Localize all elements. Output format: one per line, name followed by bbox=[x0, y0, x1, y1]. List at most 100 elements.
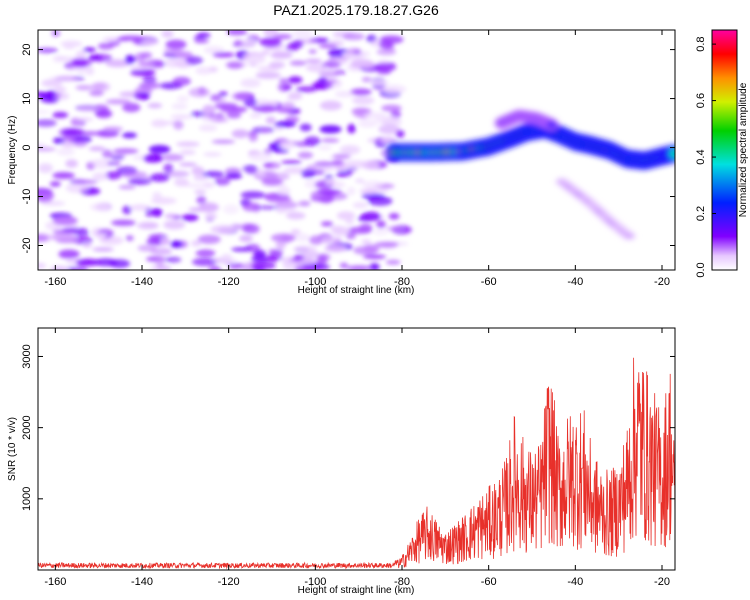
spectrogram-noise-blob bbox=[214, 177, 231, 186]
colorbar-tick-label: 0.6 bbox=[695, 93, 707, 108]
spectrogram-noise-blob bbox=[197, 32, 211, 39]
spectrogram-noise-blob bbox=[38, 109, 51, 114]
spectrogram-noise-blob bbox=[248, 152, 272, 162]
spectrogram-noise-blob bbox=[194, 189, 207, 195]
spectrogram-noise-blob bbox=[56, 238, 78, 244]
spectrogram-noise-blob bbox=[52, 216, 78, 226]
colorbar-tick-label: 0.2 bbox=[695, 206, 707, 221]
spectrogram-noise-blob bbox=[38, 47, 59, 54]
spectrogram-noise-blob bbox=[92, 172, 108, 181]
spectrogram-y-tick-label: -10 bbox=[21, 189, 33, 205]
spectrogram-noise-blob bbox=[82, 47, 96, 53]
spectrogram-noise-blob bbox=[65, 159, 78, 168]
spectrogram-y-label: Frequency (Hz) bbox=[7, 116, 18, 185]
spectrogram-noise-blob bbox=[374, 241, 399, 248]
spectrogram-noise-blob bbox=[226, 61, 243, 69]
spectrogram-noise-blob bbox=[197, 234, 221, 244]
colorbar-label: Normalized spectral amplitude bbox=[738, 82, 749, 217]
spectrogram-x-tick-label: -20 bbox=[654, 276, 670, 288]
spectrogram-noise-blob bbox=[50, 265, 69, 270]
spectrogram-noise-blob bbox=[345, 217, 355, 225]
spectrogram-noise-blob bbox=[321, 137, 340, 143]
spectrogram-noise-blob bbox=[352, 96, 375, 105]
spectrogram-noise-blob bbox=[265, 116, 276, 125]
spectrogram-noise-blob bbox=[268, 61, 286, 69]
snr-y-label: SNR (10 * v/v) bbox=[7, 417, 18, 481]
spectrogram-x-tick-label: -160 bbox=[44, 276, 66, 288]
spectrogram-noise-blob bbox=[304, 136, 321, 147]
snr-x-tick-label: -60 bbox=[481, 576, 497, 588]
spectrogram-noise-blob bbox=[267, 197, 293, 203]
spectrogram-noise-blob bbox=[136, 221, 159, 230]
spectrogram-noise-blob bbox=[288, 76, 303, 84]
spectrogram-noise-blob bbox=[361, 76, 372, 83]
colorbar-ticks: 0.0 0.2 0.4 0.6 0.8 bbox=[695, 36, 716, 278]
spectrogram-noise-blob bbox=[263, 30, 279, 37]
spectrogram-noise-blob bbox=[321, 61, 341, 69]
spectrogram-panel: -160 -140 -120 -100 -80 -60 -40 -20 -20-1001020… bbox=[7, 29, 676, 296]
spectrogram-noise-blob bbox=[148, 145, 171, 154]
spectrogram-noise-blob bbox=[275, 172, 290, 181]
spectrogram-noise-blob bbox=[281, 160, 302, 165]
spectrogram-y-axis: -20 -10 0 10 20 bbox=[21, 43, 675, 253]
spectrogram-noise-blob bbox=[295, 86, 318, 93]
spectrogram-noise-blob bbox=[259, 37, 282, 48]
spectrogram-noise-blob bbox=[242, 202, 258, 212]
spectrogram-noise-blob bbox=[61, 128, 85, 137]
spectrogram-noise-blob bbox=[286, 211, 306, 220]
spectrogram-noise-blob bbox=[301, 250, 320, 259]
spectrogram-noise-blob bbox=[319, 100, 342, 111]
spectrogram-noise-blob bbox=[141, 39, 159, 45]
spectrogram-noise-blob bbox=[111, 219, 136, 226]
spectrogram-noise-blob bbox=[319, 125, 342, 134]
spectrogram-noise-blob bbox=[320, 221, 334, 227]
spectrogram-noise-blob bbox=[350, 59, 375, 69]
spectrogram-noise-blob bbox=[198, 202, 219, 213]
spectrogram-noise-blob bbox=[300, 38, 317, 45]
spectrogram-noise-blob bbox=[346, 167, 358, 172]
spectrogram-noise-blob bbox=[316, 188, 342, 196]
colorbar-tick-label: 0.8 bbox=[695, 36, 707, 51]
spectrogram-noise-blob bbox=[255, 71, 281, 79]
figure-title: PAZ1.2025.179.18.27.G26 bbox=[273, 2, 439, 18]
spectrogram-noise-blob bbox=[72, 179, 98, 185]
spectrogram-noise-blob bbox=[346, 265, 372, 270]
spectrogram-noise-blob bbox=[262, 162, 281, 169]
spectrogram-noise-blob bbox=[318, 79, 338, 84]
spectrogram-noise-blob bbox=[163, 220, 186, 230]
spectrogram-noise-blob bbox=[38, 147, 57, 152]
spectrogram-noise-blob bbox=[97, 42, 114, 50]
spectrogram-noise-blob bbox=[195, 66, 212, 75]
spectrogram-noise-blob bbox=[101, 149, 113, 159]
spectrogram-noise-blob bbox=[309, 235, 324, 245]
colorbar: 0.0 0.2 0.4 0.6 0.8 Normalized spectral ampl… bbox=[695, 29, 749, 278]
spectrogram-noise-blob bbox=[332, 153, 351, 160]
spectrogram-noise-blob bbox=[378, 124, 401, 135]
spectrogram-noise-blob bbox=[185, 56, 203, 65]
spectrogram-noise-blob bbox=[38, 119, 57, 127]
spectrogram-noise-blob bbox=[283, 167, 308, 174]
spectrogram-noise-blob bbox=[290, 229, 301, 235]
spectrogram-noise-blob bbox=[53, 137, 65, 145]
spectrogram-noise-blob bbox=[151, 208, 163, 217]
spectrogram-y-tick-label: -20 bbox=[21, 238, 33, 254]
spectrogram-noise-blob bbox=[295, 233, 310, 242]
spectrogram-noise-blob bbox=[60, 40, 83, 48]
spectrogram-noise-blob bbox=[152, 191, 162, 200]
spectrogram-noise-blob bbox=[58, 249, 80, 259]
spectrogram-noise-blob bbox=[113, 148, 139, 154]
spectrogram-noise-blob bbox=[331, 160, 344, 166]
spectrogram-noise-blob bbox=[161, 153, 184, 162]
spectrogram-noise-blob bbox=[210, 94, 222, 102]
spectrogram-noise-blob bbox=[178, 162, 197, 167]
spectrogram-noise-blob bbox=[261, 105, 275, 110]
spectrogram-noise-blob bbox=[175, 51, 193, 59]
spectrogram-noise-blob bbox=[301, 169, 316, 179]
snr-x-axis: -160 -140 -120 -100 -80 -60 -40 -20 bbox=[44, 328, 670, 588]
spectrogram-noise-blob bbox=[94, 258, 118, 267]
spectrogram-noise-blob bbox=[339, 145, 361, 155]
spectrogram-noise-blob bbox=[297, 151, 314, 159]
spectrogram-noise-blob bbox=[272, 34, 293, 40]
spectrogram-noise-blob bbox=[70, 57, 93, 68]
spectrogram-noise-blob bbox=[299, 123, 312, 132]
